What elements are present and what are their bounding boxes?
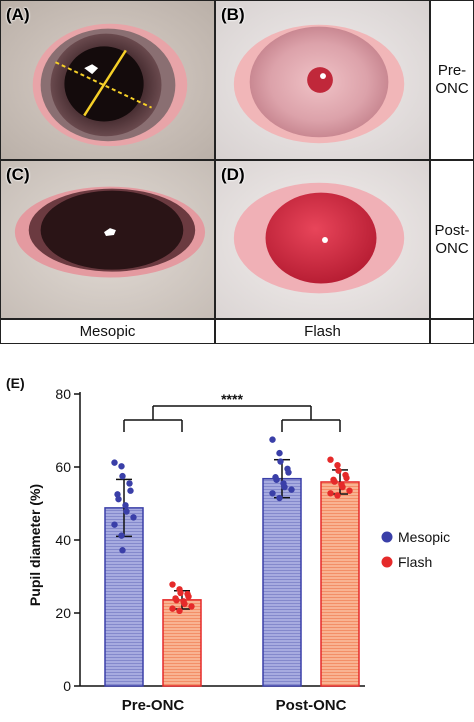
data-point <box>123 508 130 515</box>
data-point <box>346 487 353 494</box>
data-point <box>119 547 126 554</box>
data-point <box>276 449 283 457</box>
row-label-pre-line2: ONC <box>435 80 469 97</box>
photo-pre-onc-mesopic: (A) <box>0 0 215 160</box>
data-point <box>269 436 276 443</box>
column-label-mesopic: Mesopic <box>0 319 215 344</box>
data-point <box>339 483 346 491</box>
legend-label-mesopic: Mesopic <box>398 529 450 545</box>
data-point <box>334 461 341 469</box>
data-point <box>281 483 288 491</box>
panel-label-d: (D) <box>221 165 245 184</box>
panel-label-c: (C) <box>6 165 30 184</box>
bar-chart: (E) Pupil diameter (%) 0 20 40 60 80 Pre-ONC P… <box>6 375 450 714</box>
bar-flash-pre-onc <box>162 599 202 687</box>
eye-photo-a <box>1 1 214 159</box>
data-point <box>327 456 334 463</box>
data-point <box>177 589 184 597</box>
data-point <box>127 487 134 494</box>
data-point <box>181 600 188 608</box>
panel-label-a: (A) <box>6 5 30 24</box>
x-category-label: Pre-ONC <box>122 697 185 714</box>
data-point <box>118 532 125 539</box>
data-point <box>334 492 341 499</box>
bar-flash-post-onc <box>320 481 360 687</box>
data-point <box>285 469 292 476</box>
y-axis-title: Pupil diameter (%) <box>27 484 43 606</box>
legend-marker-mesopic <box>381 531 393 543</box>
eye-photo-b <box>216 1 429 159</box>
row-label-pre-onc: Pre- ONC <box>430 0 474 160</box>
data-point <box>176 607 183 615</box>
panel-label-e: (E) <box>6 375 25 391</box>
data-point <box>130 514 137 521</box>
data-point <box>118 463 125 470</box>
data-point <box>288 486 295 493</box>
data-point <box>276 494 283 502</box>
data-point <box>111 459 118 466</box>
y-tick-label: 60 <box>55 459 71 475</box>
data-point <box>277 458 284 465</box>
row-label-post-onc: Post- ONC <box>430 160 474 319</box>
row-label-post-line2: ONC <box>435 239 469 257</box>
data-point <box>188 603 195 610</box>
legend-label-flash: Flash <box>398 554 432 570</box>
photo-pre-onc-flash: (B) <box>215 0 430 160</box>
data-point <box>185 593 192 600</box>
column-label-flash: Flash <box>215 319 430 344</box>
row-label-pre-line1: Pre- <box>437 62 467 79</box>
data-point <box>343 474 350 482</box>
eye-photo-d <box>216 161 429 318</box>
column-label-corner <box>430 319 474 344</box>
data-point <box>331 478 338 485</box>
y-tick-label: 0 <box>63 678 71 694</box>
significance-mark: **** <box>221 391 243 407</box>
chart-layer: 0 20 40 60 80 Pre-ONC Post-ONC Mesopic Flash <box>55 386 450 714</box>
data-point <box>169 605 176 612</box>
data-point <box>169 581 176 588</box>
data-point <box>122 502 129 509</box>
photo-post-onc-flash: (D) <box>215 160 430 319</box>
legend-marker-flash <box>381 556 393 568</box>
data-point <box>173 597 180 604</box>
data-point <box>119 472 126 480</box>
y-tick-label: 40 <box>55 532 71 548</box>
data-point <box>126 480 133 487</box>
row-label-post-line1: Post- <box>434 221 470 239</box>
y-tick-label: 20 <box>55 605 71 621</box>
data-point <box>273 476 280 483</box>
bar-mesopic-post-onc <box>262 477 302 687</box>
data-point <box>269 490 276 497</box>
photo-grid: (A) (B) <box>0 0 474 344</box>
data-point <box>114 491 121 498</box>
data-point <box>111 521 118 528</box>
panel-label-b: (B) <box>221 5 245 24</box>
eye-photo-c <box>1 161 214 318</box>
chart-panel: (E) Pupil diameter (%) 0 20 40 60 80 Pre-ONC P… <box>0 360 474 722</box>
data-point <box>335 467 342 474</box>
photo-post-onc-mesopic: (C) <box>0 160 215 319</box>
data-point <box>327 490 334 497</box>
x-category-label: Post-ONC <box>276 697 347 714</box>
data-point <box>115 495 122 503</box>
y-tick-label: 80 <box>55 386 71 402</box>
